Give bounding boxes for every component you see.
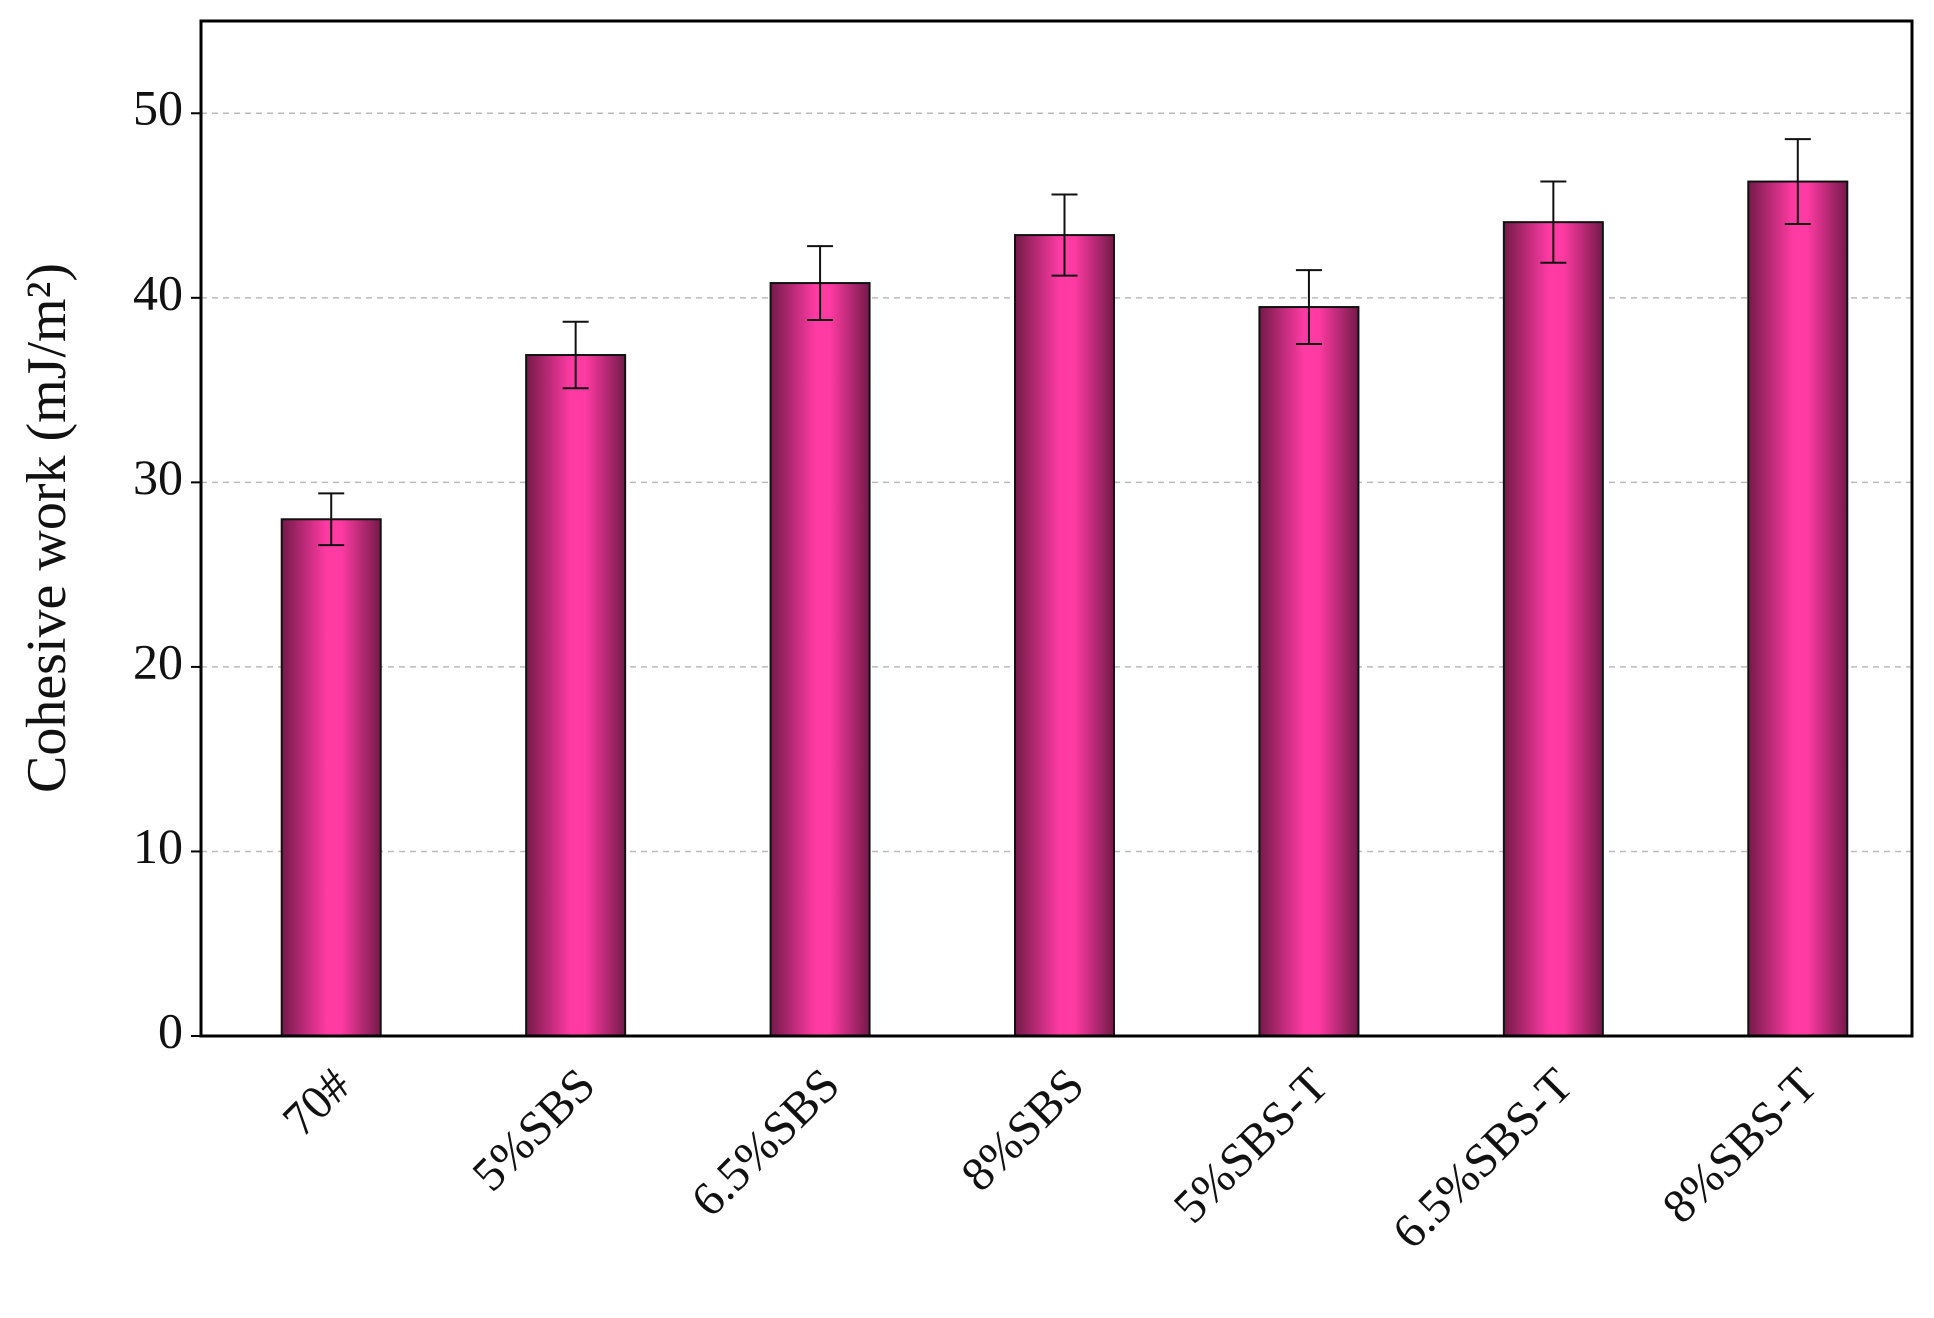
- x-tick-label: 8%SBS-T: [1652, 1058, 1827, 1233]
- x-tick-label: 5%SBS-T: [1164, 1058, 1339, 1233]
- error-bar: [807, 245, 834, 321]
- y-tick-label: 40: [133, 264, 183, 320]
- x-tick-label: 6.5%SBS: [681, 1058, 850, 1227]
- bar: [280, 518, 382, 1037]
- y-axis-label: Cohesive work (mJ/m²): [16, 263, 78, 793]
- bar: [769, 282, 871, 1037]
- bar: [1747, 180, 1849, 1037]
- x-tick-label: 70#: [273, 1058, 361, 1146]
- plot-frame: [199, 19, 1914, 1038]
- y-tick-label: 30: [133, 449, 183, 505]
- error-bar: [318, 492, 345, 547]
- y-tick-label: 10: [133, 818, 183, 874]
- error-bar: [1295, 269, 1322, 345]
- bar: [1258, 306, 1360, 1037]
- error-bar: [1540, 180, 1567, 264]
- error-bar: [1784, 138, 1811, 225]
- bar: [1502, 221, 1604, 1037]
- x-tick-label: 8%SBS: [951, 1058, 1094, 1201]
- y-tick-label: 20: [133, 633, 183, 689]
- y-tick-label: 50: [133, 80, 183, 136]
- bar: [525, 354, 627, 1037]
- bar: [1014, 234, 1115, 1037]
- x-tick-label: 5%SBS: [462, 1058, 605, 1201]
- error-bar: [562, 320, 589, 390]
- error-bar: [1051, 193, 1078, 277]
- y-tick-label: 0: [158, 1002, 183, 1058]
- x-tick-label: 6.5%SBS-T: [1383, 1058, 1584, 1259]
